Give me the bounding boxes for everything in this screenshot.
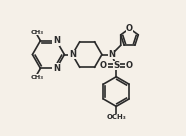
Text: N: N	[53, 64, 60, 73]
Text: N: N	[69, 50, 76, 59]
Text: O: O	[125, 61, 132, 70]
Text: S: S	[113, 61, 119, 70]
Text: CH₃: CH₃	[31, 30, 44, 35]
Text: N: N	[53, 36, 60, 45]
Text: OCH₃: OCH₃	[106, 114, 126, 120]
Text: CH₃: CH₃	[31, 75, 44, 80]
Text: O: O	[126, 24, 133, 33]
Text: O: O	[100, 61, 107, 70]
Text: N: N	[108, 50, 115, 59]
